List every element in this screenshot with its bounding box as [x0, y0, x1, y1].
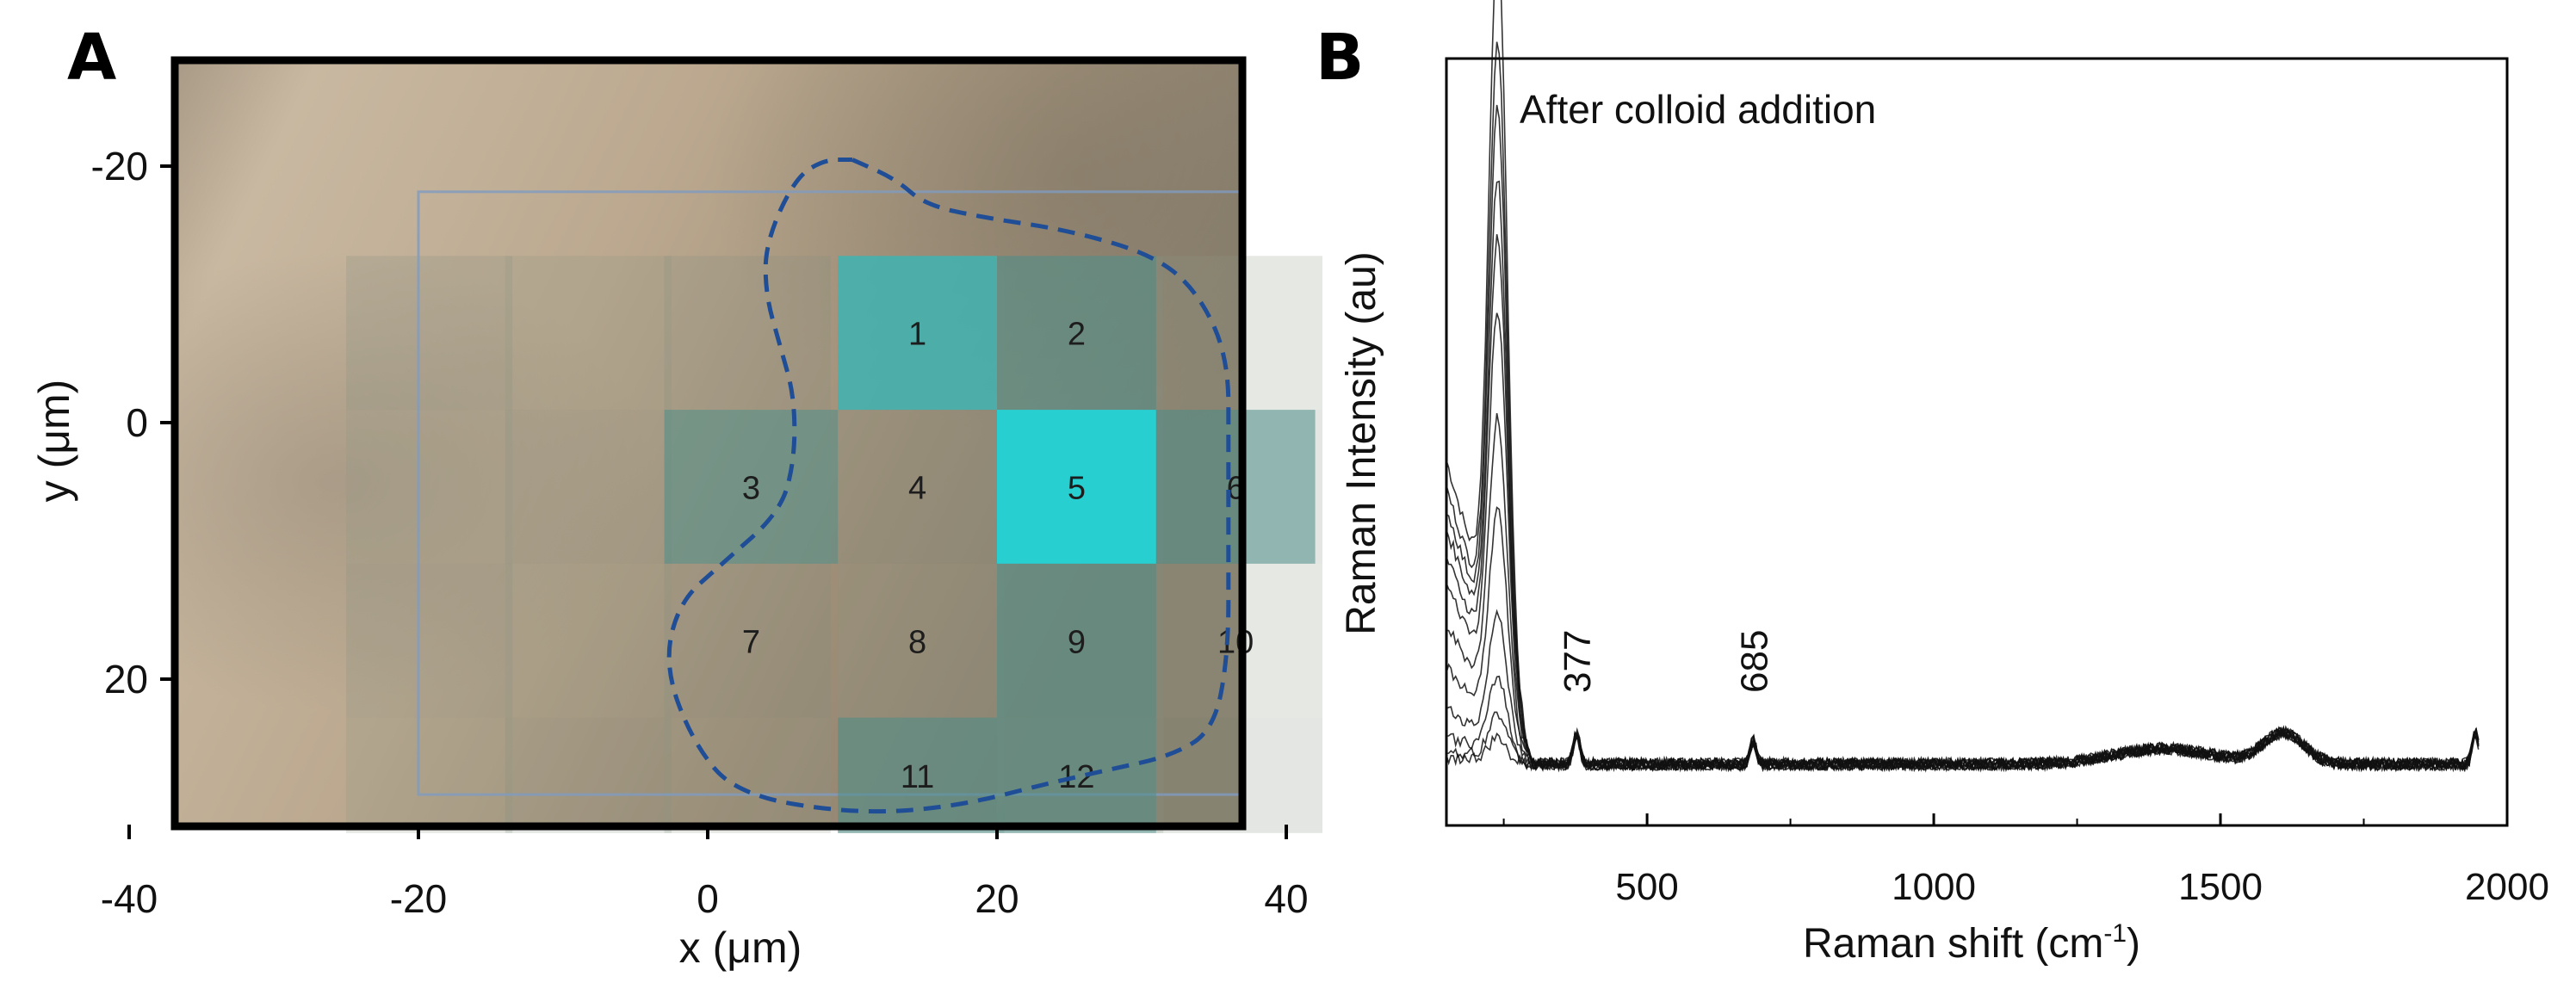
y-tick-label: 20 — [104, 657, 148, 702]
spectrum-line — [1446, 41, 2480, 773]
y-tick-label: -20 — [91, 144, 148, 189]
spectrum-line — [1446, 312, 2480, 772]
cell-label: 3 — [742, 471, 760, 507]
spectrum-line — [1446, 234, 2480, 773]
cell-label: 4 — [908, 471, 926, 507]
map-cell — [997, 563, 1156, 718]
map-tile — [664, 717, 831, 833]
xlabel-main: Raman shift (cm — [1803, 921, 2103, 967]
map-tile — [838, 410, 1005, 564]
cell-label: 12 — [1058, 759, 1094, 795]
panel-b: B After colloid addition 377 685 500 1000 1… — [1316, 0, 2549, 967]
panel-b-label: B — [1316, 21, 1364, 95]
cell-label: 7 — [742, 624, 760, 660]
map-cell — [838, 256, 997, 411]
particle-outline — [666, 158, 1231, 814]
map-cell — [1155, 410, 1316, 564]
map-tile — [346, 410, 513, 564]
map-tile — [505, 563, 672, 718]
cell-label: 11 — [901, 759, 934, 795]
spectrum-line — [1446, 609, 2480, 773]
annotation: After colloid addition — [1520, 87, 1876, 132]
map-tile — [346, 717, 513, 833]
cell-label: 8 — [908, 624, 926, 660]
panel-b-xlabel: Raman shift (cm-1) — [1803, 919, 2140, 967]
map-tile — [505, 410, 672, 564]
cell-label: 10 — [1217, 624, 1254, 660]
spectrum-line — [1446, 506, 2480, 773]
map-tile — [664, 256, 831, 411]
cell-label: 2 — [1068, 317, 1086, 353]
panel-b-ylabel: Raman Intensity (au) — [1339, 251, 1384, 635]
x-tick-label: 500 — [1615, 866, 1678, 908]
panel-a-ylabel: y (μm) — [30, 380, 78, 503]
spectra — [1446, 0, 2480, 773]
map-cell — [997, 256, 1156, 411]
spectrum-line — [1446, 180, 2480, 773]
map-tile — [664, 563, 831, 718]
x-tick-label: 0 — [697, 876, 719, 921]
x-tick-label: -40 — [101, 876, 158, 921]
cell-label: 1 — [908, 317, 926, 353]
xlabel-superscript: -1 — [2103, 919, 2127, 948]
panel-b-axes: 500 1000 1500 2000 — [1502, 813, 2549, 908]
map-tile — [505, 717, 672, 833]
map-tile — [346, 256, 513, 411]
panel-b-frame — [1445, 57, 2509, 827]
y-tick-label: 0 — [126, 400, 148, 445]
map-cell — [997, 717, 1156, 833]
xlabel-end: ) — [2127, 921, 2140, 967]
peak-label: 377 — [1557, 630, 1599, 693]
x-tick-label: 40 — [1264, 876, 1308, 921]
cell-label: 9 — [1068, 624, 1086, 660]
x-tick-label: 1500 — [2178, 866, 2263, 908]
cell-label: 5 — [1068, 471, 1086, 507]
map-cell — [997, 410, 1156, 564]
spectrum-line — [1446, 412, 2480, 773]
peak-labels: 377 685 — [1557, 630, 1775, 693]
spectrum-line — [1446, 726, 2479, 773]
spectrum-line — [1446, 104, 2480, 773]
peak-label: 685 — [1733, 630, 1775, 693]
panel-a-xlabel: x (μm) — [679, 924, 802, 972]
map-tile — [346, 563, 513, 718]
x-tick-label: 20 — [975, 876, 1019, 921]
panel-a-label: A — [67, 21, 116, 95]
x-tick-label: 2000 — [2465, 866, 2549, 908]
x-tick-label: 1000 — [1892, 866, 1976, 908]
map-cell — [838, 717, 997, 833]
panel-a-axes: -40 -20 0 20 40 -20 0 20 — [91, 144, 1309, 921]
map-tile — [505, 256, 672, 411]
map-tile — [838, 563, 1005, 718]
x-tick-label: -20 — [390, 876, 447, 921]
